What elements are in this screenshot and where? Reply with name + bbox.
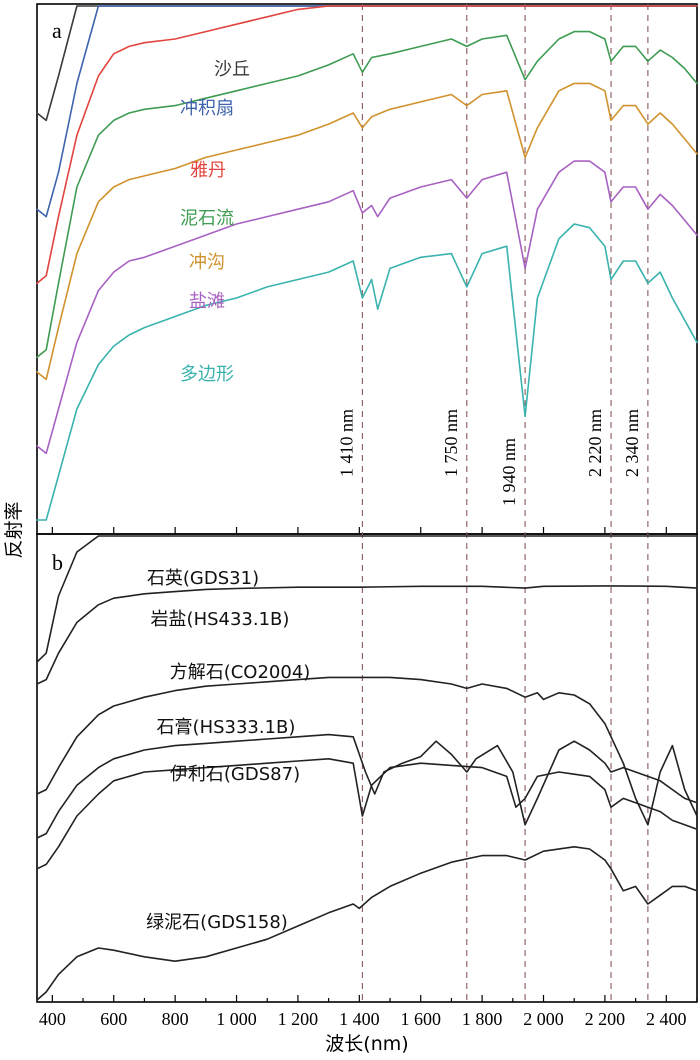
y-axis-title: 反射率 — [3, 501, 25, 558]
panel-a-series-label-3: 泥石流 — [180, 208, 234, 229]
x-tick-label-1800: 1 800 — [462, 1009, 503, 1029]
panel-a-series-label-1: 冲积扇 — [180, 98, 234, 119]
x-tick-label-1400: 1 400 — [339, 1009, 380, 1029]
panel-a-series-label-6: 多边形 — [180, 364, 234, 385]
panel-b-curves — [36, 535, 698, 1001]
x-tick-label-2000: 2 000 — [523, 1009, 564, 1029]
band-label-1940: 1 940 nm — [499, 438, 519, 506]
panel-b-label: b — [52, 550, 63, 575]
panel-b-series-2 — [36, 676, 698, 826]
band-label-1750: 1 750 nm — [441, 409, 461, 477]
band-label-1410: 1 410 nm — [336, 409, 356, 477]
x-tick-label-1600: 1 600 — [400, 1009, 441, 1029]
panel-b-frame — [36, 533, 698, 1003]
x-axis-title: 波长(nm) — [325, 1033, 408, 1055]
band-label-2220: 2 220 nm — [585, 409, 605, 477]
panel-b-series-label-1: 岩盐(HS433.1B) — [151, 609, 290, 630]
panel-a-series-6 — [36, 223, 698, 521]
x-tick-label-1000: 1 000 — [216, 1009, 257, 1029]
panel-b-series-4 — [36, 757, 698, 870]
x-axis-ticks: 400 600 800 1 000 1 200 1 400 1 600 1 800 2 000 2… — [39, 527, 698, 1029]
x-tick-label-800: 800 — [162, 1009, 189, 1029]
x-tick-label-2200: 2 200 — [585, 1009, 626, 1029]
panel-a-curves — [36, 5, 698, 521]
absorption-band-lines — [361, 4, 649, 1002]
panel-b-series-label-4: 伊利石(GDS87) — [170, 764, 300, 785]
panel-a-label: a — [52, 18, 62, 43]
panel-a-series-4 — [36, 82, 698, 381]
panel-b-series-label-5: 绿泥石(GDS158) — [146, 912, 288, 933]
band-label-2340: 2 340 nm — [622, 409, 642, 477]
panel-a-series-label-4: 冲沟 — [189, 252, 225, 273]
x-tick-label-400: 400 — [39, 1009, 66, 1029]
x-tick-label-1200: 1 200 — [278, 1009, 319, 1029]
panel-a-series-2 — [36, 5, 698, 285]
panel-b-series-label-0: 石英(GDS31) — [147, 568, 259, 589]
panel-b-series-1 — [36, 585, 698, 685]
panel-b-series-label-3: 石膏(HS333.1B) — [157, 716, 296, 738]
panel-a-series-3 — [36, 30, 698, 359]
panel-b-series-0 — [36, 535, 698, 663]
panel-a-series-label-0: 沙丘 — [214, 59, 250, 80]
panel-a-series-label-5: 盐滩 — [189, 291, 225, 312]
panel-a-series-label-2: 雅丹 — [190, 160, 226, 181]
panel-b-series-label-2: 方解石(CO2004) — [170, 662, 311, 683]
x-tick-label-2400: 2 400 — [646, 1009, 687, 1029]
panel-b-series-5 — [36, 845, 698, 1001]
panel-b-series-3 — [36, 733, 698, 839]
panel-a-series-0 — [36, 5, 698, 122]
x-tick-label-600: 600 — [100, 1009, 127, 1029]
panel-a-series-5 — [36, 160, 698, 455]
